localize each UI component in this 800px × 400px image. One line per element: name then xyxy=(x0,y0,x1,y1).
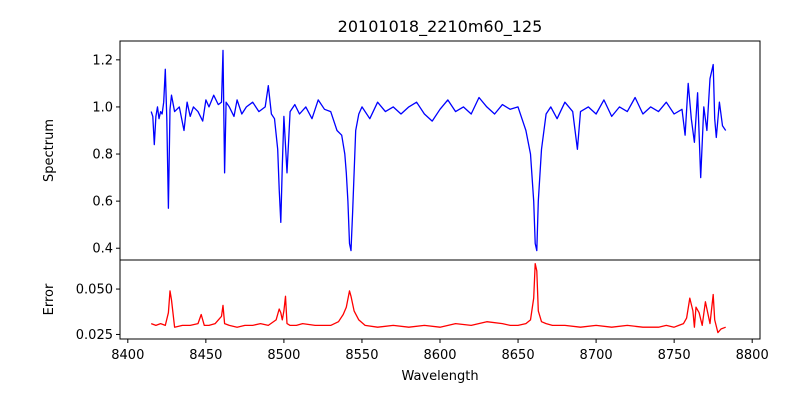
error-yticks: 0.025 0.050 xyxy=(76,283,120,343)
xtick-label: 8450 xyxy=(189,348,222,363)
xtick-label: 8400 xyxy=(111,348,144,363)
spectrum-series-layer xyxy=(150,49,727,252)
spectrum-ylabel: Spectrum xyxy=(42,119,57,182)
xtick-label: 8650 xyxy=(502,348,535,363)
spectrum-ytick-label: 1.2 xyxy=(92,53,113,68)
error-xlabel: Wavelength xyxy=(401,369,478,384)
xtick-label: 8800 xyxy=(736,348,769,363)
xtick-label: 8750 xyxy=(658,348,691,363)
error-ylabel: Error xyxy=(42,283,57,315)
spectrum-title: 20101018_2210m60_125 xyxy=(338,17,543,37)
spectrum-ytick-label: 0.6 xyxy=(92,195,113,210)
error-series-line-0 xyxy=(150,262,726,334)
spectrum-yticks: 0.4 0.6 0.8 1.0 1.2 xyxy=(92,53,120,257)
error-ytick-label: 0.050 xyxy=(76,283,113,298)
xtick-label: 8700 xyxy=(580,348,613,363)
xtick-label: 8600 xyxy=(423,348,456,363)
spectrum-ytick-label: 0.8 xyxy=(92,148,113,163)
xtick-label: 8500 xyxy=(267,348,300,363)
error-ytick-label: 0.025 xyxy=(76,328,113,343)
error-series-layer xyxy=(150,262,726,334)
spectrum-series-line-0 xyxy=(150,49,727,252)
spectrum-ytick-label: 1.0 xyxy=(92,100,113,115)
error-xticks: 8400 8450 8500 8550 8600 8650 8700 8750 8800 xyxy=(111,339,769,363)
xtick-label: 8550 xyxy=(345,348,378,363)
spectrum-ytick-label: 0.4 xyxy=(92,242,113,257)
